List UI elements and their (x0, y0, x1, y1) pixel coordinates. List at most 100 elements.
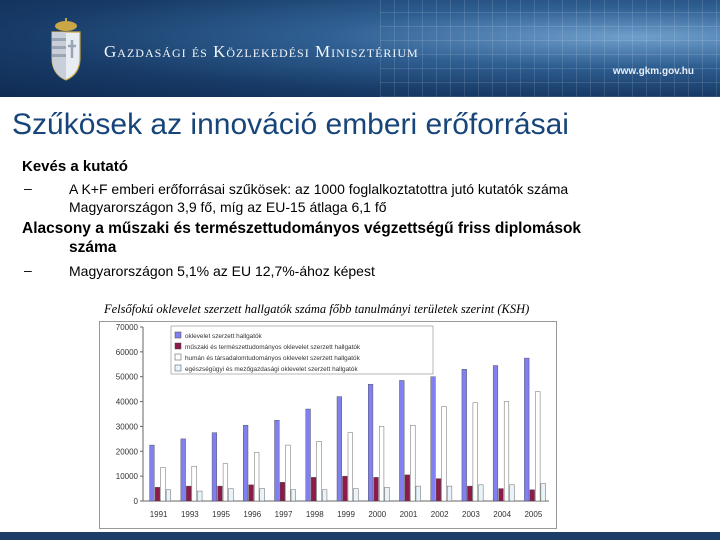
x-tick-label: 1995 (212, 510, 230, 519)
x-tick-label: 1998 (306, 510, 324, 519)
bar (524, 357, 530, 502)
bar (311, 477, 317, 502)
bar (404, 474, 410, 502)
bar (222, 463, 228, 502)
x-tick-label: 1991 (150, 510, 168, 519)
sub-bullet-line: A K+F emberi erőforrásai szűkösek: az 10… (69, 181, 569, 197)
legend-entry: műszaki és természettudományos oklevelet… (185, 344, 361, 351)
y-tick-label: 0 (134, 497, 139, 506)
header-grid-pattern (380, 0, 720, 97)
bar (322, 489, 328, 502)
y-tick-label: 50000 (116, 373, 139, 382)
y-tick-label: 70000 (116, 323, 139, 332)
sub-bullet-line: Magyarországon 3,9 fő, míg az EU-15 átla… (69, 199, 387, 215)
y-tick-label: 40000 (116, 398, 139, 407)
bullet-line: Alacsony a műszaki és természettudományo… (22, 220, 582, 237)
bar (279, 482, 285, 502)
x-tick-label: 2005 (524, 510, 542, 519)
bar (415, 485, 421, 502)
bar (228, 488, 234, 502)
bar (498, 488, 504, 502)
ministry-name: Gazdasági és Közlekedési Minisztérium (104, 42, 419, 61)
bar (503, 401, 510, 502)
bar (165, 489, 172, 502)
x-tick-label: 1999 (337, 510, 355, 519)
x-tick-label: 1996 (243, 510, 261, 519)
bar (529, 489, 535, 502)
bar (160, 467, 166, 502)
sub-bullet-researchers: A K+F emberi erőforrásai szűkösek: az 10… (69, 180, 568, 216)
bar (441, 406, 447, 502)
bullet-researchers: Kevés a kutató (22, 158, 128, 175)
bar (492, 365, 499, 502)
bullet-line: száma (69, 239, 117, 256)
bar (149, 444, 155, 502)
x-tick-label: 1997 (275, 510, 293, 519)
bar (379, 426, 385, 502)
bullet-dash: – (24, 180, 32, 196)
footer-bar (0, 532, 720, 540)
bullet-graduates: Alacsony a műszaki és természettudományo… (22, 219, 702, 257)
bar (472, 402, 478, 502)
y-tick-label: 60000 (116, 348, 139, 357)
bar (347, 432, 353, 502)
bar (410, 424, 416, 502)
y-tick-label: 30000 (116, 422, 139, 431)
hungarian-coat-of-arms-icon (51, 18, 81, 81)
bar (540, 483, 546, 502)
x-tick-label: 2003 (462, 510, 480, 519)
legend-swatch (174, 353, 182, 361)
bar (399, 380, 405, 502)
bar (274, 420, 280, 502)
legend-entry: oklevelet szerzett hallgatók (185, 333, 263, 340)
bar (285, 444, 291, 502)
bar (259, 488, 265, 502)
bar (217, 485, 223, 502)
legend-entry: egészségügyi és mezőgazdasági oklevelet … (185, 366, 358, 373)
bar (353, 488, 359, 502)
bar (305, 408, 311, 502)
legend-entry: humán és társadalomtudományos oklevelet … (185, 355, 361, 362)
bar (446, 485, 453, 502)
legend-box (170, 325, 434, 375)
x-tick-label: 2001 (400, 510, 418, 519)
bar (509, 484, 515, 502)
sub-bullet-graduates: Magyarországon 5,1% az EU 12,7%-ához kép… (69, 263, 375, 279)
chart-caption: Felsőfokú oklevelet szerzett hallgatók s… (104, 302, 530, 316)
legend-swatch (174, 364, 182, 372)
header-banner: Gazdasági és Közlekedési Minisztérium ww… (0, 0, 720, 97)
bar (316, 441, 322, 502)
bar (342, 475, 348, 502)
bar (248, 484, 254, 502)
bar (435, 478, 442, 502)
bar (467, 485, 473, 502)
bar (191, 465, 197, 502)
bar (290, 489, 296, 502)
y-tick-label: 10000 (116, 472, 139, 481)
slide-title: Szűkösek az innováció emberi erőforrásai (12, 108, 569, 141)
legend-swatch (174, 331, 182, 339)
y-tick-label: 20000 (116, 447, 139, 456)
bar (535, 391, 541, 502)
bar (197, 490, 203, 502)
bar (384, 487, 390, 502)
x-tick-label: 2000 (368, 510, 386, 519)
bar (186, 485, 192, 502)
website-url[interactable]: www.gkm.gov.hu (612, 66, 694, 77)
bar (243, 424, 249, 502)
bar (336, 396, 342, 502)
graduates-bar-chart: 0 10000 20000 30000 40000 50000 60000 70000 1991… (99, 321, 557, 529)
bar (478, 484, 484, 502)
x-tick-label: 2002 (431, 510, 449, 519)
bar (373, 477, 379, 502)
bar (154, 487, 161, 502)
bar (461, 369, 467, 502)
legend-swatch (174, 342, 182, 350)
bar (368, 383, 374, 502)
bar (211, 432, 217, 502)
bar (254, 452, 260, 502)
x-tick-label: 1993 (181, 510, 199, 519)
bullet-dash: – (24, 262, 32, 278)
x-tick-label: 2004 (493, 510, 511, 519)
bar (430, 376, 436, 502)
